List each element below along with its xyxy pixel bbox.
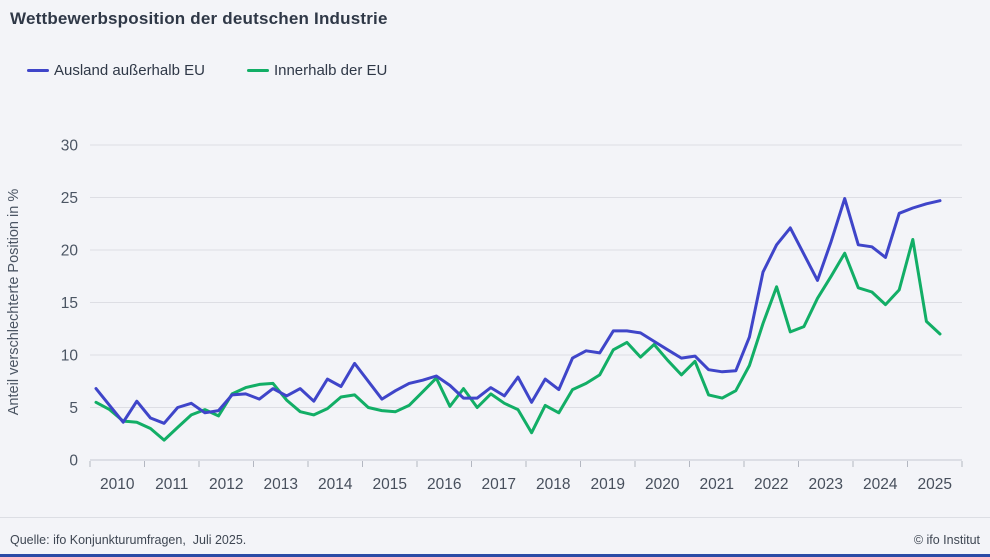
y-tick-label: 5	[69, 400, 78, 417]
x-tick-label: 2020	[645, 476, 680, 493]
x-tick-label: 2018	[536, 476, 570, 493]
x-tick-label: 2010	[100, 476, 135, 493]
page-title: Wettbewerbsposition der deutschen Indust…	[10, 9, 388, 28]
y-tick-label: 30	[61, 138, 79, 155]
footer: Quelle: ifo Konjunkturumfragen, Juli 202…	[0, 528, 990, 552]
y-tick-label: 25	[61, 190, 78, 207]
legend-swatch-blue-icon	[27, 69, 49, 72]
legend: Ausland außerhalb EU Innerhalb der EU	[27, 62, 387, 79]
x-tick-label: 2014	[318, 476, 353, 493]
x-tick-label: 2012	[209, 476, 243, 493]
x-tick-label: 2011	[155, 476, 188, 493]
legend-label-ausland: Ausland außerhalb EU	[54, 62, 205, 79]
legend-label-innerhalb: Innerhalb der EU	[273, 62, 388, 79]
x-tick-label: 2021	[700, 476, 734, 493]
x-tick-label: 2022	[754, 476, 788, 493]
x-tick-label: 2017	[482, 476, 516, 493]
y-tick-label: 15	[61, 295, 78, 312]
x-tick-label: 2024	[863, 476, 898, 493]
copyright-note: © ifo Institut	[913, 533, 980, 547]
brand-bottom-bar	[0, 554, 990, 557]
x-tick-label: 2025	[918, 476, 952, 493]
series-line-innerhalb-der-eu	[94, 238, 942, 442]
legend-item-innerhalb: Innerhalb der EU	[246, 62, 388, 79]
legend-item-ausland: Ausland außerhalb EU	[27, 62, 205, 79]
footer-divider	[0, 517, 990, 518]
y-axis-label: Anteil verschlechterte Position in %	[6, 189, 22, 416]
y-tick-label: 10	[61, 348, 79, 365]
x-tick-label: 2023	[809, 476, 843, 493]
legend-swatch-green-icon	[246, 69, 269, 72]
series-line-ausland-au-erhalb-eu	[94, 197, 942, 425]
y-tick-label: 0	[69, 453, 78, 470]
x-tick-label: 2013	[264, 476, 298, 493]
x-tick-label: 2015	[373, 476, 407, 493]
source-note: Quelle: ifo Konjunkturumfragen, Juli 202…	[10, 533, 247, 547]
y-tick-label: 20	[61, 243, 79, 260]
x-tick-label: 2019	[591, 476, 625, 493]
x-tick-label: 2016	[427, 476, 461, 493]
